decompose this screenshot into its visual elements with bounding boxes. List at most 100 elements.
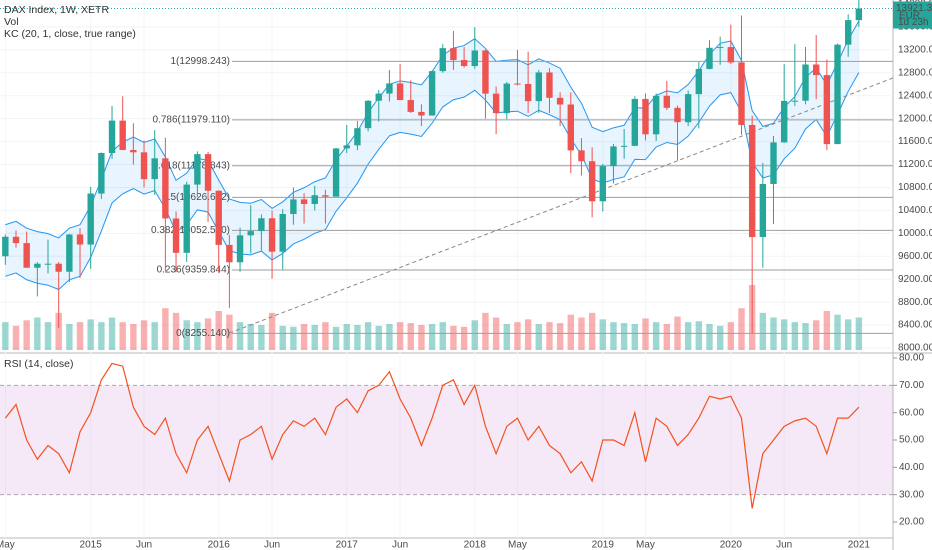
candle-body <box>44 263 52 265</box>
candle-body <box>204 154 212 191</box>
volume-bar <box>375 325 382 350</box>
candle-body <box>98 153 105 194</box>
rsi-tick-label: 50.00 <box>899 435 924 446</box>
volume-bar <box>802 323 809 350</box>
volume-bar <box>546 322 553 350</box>
candle-body <box>706 47 713 69</box>
rsi-tick-label: 80.00 <box>899 353 924 364</box>
candle-body <box>727 47 735 63</box>
candle-body <box>535 72 542 102</box>
volume-bar <box>162 308 169 350</box>
candle-body <box>834 44 841 145</box>
volume-bar <box>652 322 660 350</box>
candle-body <box>642 98 649 135</box>
rsi-tick-label: 70.00 <box>899 380 924 391</box>
x-tick-label: 2021 <box>848 540 871 550</box>
volume-bar <box>716 325 724 350</box>
candle-body <box>663 95 671 108</box>
volume-bar <box>407 323 414 350</box>
candle-body <box>2 236 9 257</box>
y-tick-label: 11600.00 <box>898 136 932 147</box>
candle-body <box>556 97 564 105</box>
volume-bar <box>55 312 62 350</box>
chart-title: DAX Index, 1W, XETR <box>4 4 109 16</box>
candle-body <box>34 263 41 268</box>
volume-bar <box>620 323 628 350</box>
volume-bar <box>268 312 276 350</box>
volume-bar <box>290 326 297 350</box>
candle-body <box>140 152 148 180</box>
candle-body <box>76 234 84 245</box>
rsi-tick-label: 20.00 <box>899 517 924 528</box>
candle-body <box>183 184 190 253</box>
candle-body <box>610 146 617 167</box>
volume-bar <box>119 322 126 350</box>
y-tick-label: 9200.00 <box>898 274 932 285</box>
y-tick-label: 8800.00 <box>898 297 932 308</box>
volume-bar <box>450 325 457 350</box>
volume-bar <box>631 324 639 350</box>
y-tick-label: 11200.00 <box>898 159 932 170</box>
volume-bar <box>343 324 350 350</box>
volume-bar <box>791 322 799 350</box>
y-tick-label: 10800.00 <box>898 182 932 193</box>
rsi-tick-label: 30.00 <box>899 489 924 500</box>
candle-body <box>844 20 852 45</box>
candle-body <box>119 120 126 150</box>
candle-body <box>279 214 286 252</box>
y-tick-label: 12000.00 <box>898 113 932 124</box>
volume-bar <box>460 326 468 350</box>
volume-bar <box>844 319 852 350</box>
volume-bar <box>300 324 308 350</box>
candle-body <box>332 148 340 197</box>
candle-body <box>12 236 20 244</box>
candle-body <box>23 243 30 268</box>
volume-bar <box>514 322 521 350</box>
y-tick-label: 12800.00 <box>898 67 932 78</box>
volume-bar <box>727 322 735 350</box>
volume-bar <box>503 324 510 350</box>
volume-bar <box>439 322 446 350</box>
y-tick-label: 10000.00 <box>898 228 932 239</box>
y-tick-label: 12400.00 <box>898 90 932 101</box>
candle-body <box>684 94 692 123</box>
volume-bar <box>684 322 692 350</box>
volume-bar <box>2 322 9 350</box>
rsi-line <box>4 362 860 509</box>
x-tick-label: Jun <box>776 540 792 550</box>
candle-body <box>450 48 457 61</box>
candle-body <box>130 149 137 153</box>
volume-bar <box>258 324 265 350</box>
y-tick-label: 9600.00 <box>898 251 932 262</box>
last-price: 13921.37 <box>896 3 932 14</box>
candle-body <box>66 234 73 272</box>
candle-body <box>300 199 308 205</box>
kc-lower <box>5 72 860 291</box>
volume-bar <box>428 324 436 350</box>
fib-label: 0.236(9359.844) <box>157 265 230 276</box>
x-tick-label: May <box>636 540 655 550</box>
volume-bar <box>44 322 52 350</box>
volume-bar <box>98 322 105 350</box>
volume-bar <box>130 324 137 350</box>
volume-bar <box>738 308 745 350</box>
volume-bar <box>87 319 94 350</box>
volume-bar <box>194 322 201 350</box>
volume-bar <box>823 311 831 350</box>
volume-bar <box>236 322 244 350</box>
candle-body <box>226 244 233 263</box>
candle-body <box>418 111 425 116</box>
volume-bar <box>322 322 329 350</box>
volume-bar <box>66 324 73 350</box>
rsi-tick-label: 60.00 <box>899 407 924 418</box>
volume-bar <box>588 312 596 350</box>
candle-body <box>471 50 478 67</box>
x-tick-label: 2016 <box>208 540 231 550</box>
candle-body <box>770 142 777 184</box>
candle-body <box>759 183 767 238</box>
volume-bar <box>780 319 788 350</box>
y-tick-label: 8400.00 <box>898 320 932 331</box>
